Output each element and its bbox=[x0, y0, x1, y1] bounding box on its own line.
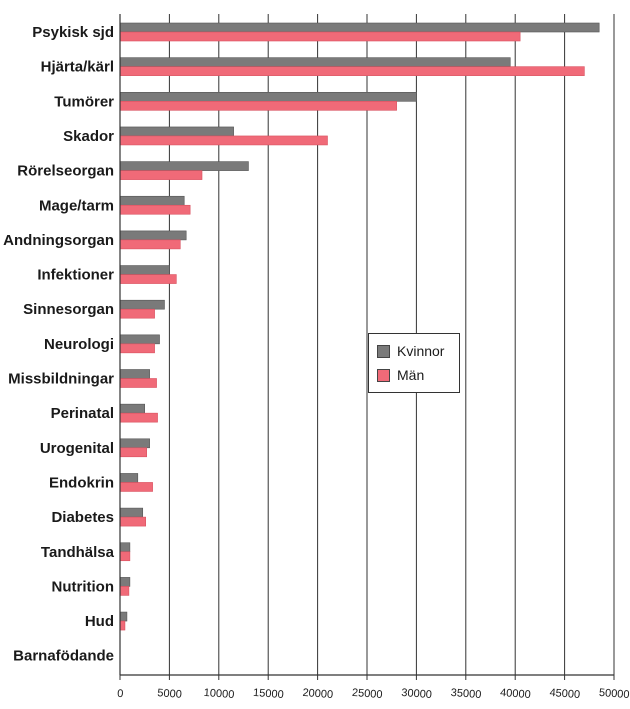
legend-item-man: Män bbox=[377, 367, 424, 383]
bar-kvinnor bbox=[119, 126, 234, 137]
category-label: Perinatal bbox=[51, 405, 114, 422]
x-tick-label-45000: 45000 bbox=[549, 687, 580, 701]
category-label: Hud bbox=[85, 613, 114, 630]
bar-man bbox=[119, 274, 177, 284]
bar-man bbox=[119, 412, 158, 423]
bar-kvinnor bbox=[119, 369, 150, 379]
bar-man bbox=[119, 204, 191, 215]
bar-man bbox=[119, 551, 131, 562]
bar-man bbox=[119, 343, 155, 354]
category-label: Neurologi bbox=[44, 336, 114, 353]
bar-man bbox=[119, 239, 181, 250]
category-label: Andningsorgan bbox=[3, 232, 114, 249]
category-label: Mage/tarm bbox=[39, 197, 114, 214]
bar-kvinnor bbox=[119, 334, 160, 345]
x-tick-label-40000: 40000 bbox=[500, 687, 531, 701]
bar-kvinnor bbox=[119, 577, 131, 587]
x-tick-label-10000: 10000 bbox=[203, 687, 234, 701]
bar-kvinnor bbox=[119, 611, 128, 622]
legend-swatch-kvinnor bbox=[377, 344, 390, 358]
x-tick-label-30000: 30000 bbox=[401, 687, 432, 701]
bar-man bbox=[119, 66, 585, 76]
category-label: Skador bbox=[63, 128, 114, 145]
category-label: Tumörer bbox=[54, 93, 114, 110]
bar-man bbox=[119, 308, 155, 319]
category-label: Sinnesorgan bbox=[23, 301, 114, 318]
bar-kvinnor bbox=[119, 542, 131, 553]
x-tick-label-15000: 15000 bbox=[253, 687, 284, 701]
bar-man bbox=[119, 31, 521, 42]
category-label: Infektioner bbox=[37, 267, 114, 284]
bar-kvinnor bbox=[119, 403, 146, 414]
bar-kvinnor bbox=[119, 299, 165, 310]
bar-man bbox=[119, 516, 146, 527]
bar-man bbox=[119, 101, 397, 111]
bar-man bbox=[119, 586, 130, 596]
x-tick-label-20000: 20000 bbox=[302, 687, 333, 701]
legend: Kvinnor Män bbox=[368, 333, 460, 393]
x-tick-label-25000: 25000 bbox=[352, 687, 383, 701]
category-label: Urogenital bbox=[40, 440, 114, 457]
category-label: Rörelseorgan bbox=[17, 163, 114, 180]
bar-layer bbox=[119, 22, 600, 631]
bar-kvinnor bbox=[119, 161, 249, 171]
bar-kvinnor bbox=[119, 195, 185, 206]
x-tick-label-50000: 50000 bbox=[599, 687, 630, 701]
x-tick-label-35000: 35000 bbox=[450, 687, 481, 701]
bar-kvinnor bbox=[119, 438, 150, 449]
category-label: Psykisk sjd bbox=[32, 24, 114, 41]
bar-kvinnor bbox=[119, 22, 600, 33]
x-tick-label-0: 0 bbox=[117, 688, 124, 700]
category-label: Hjärta/kärl bbox=[41, 59, 114, 76]
bar-man bbox=[119, 447, 147, 458]
bar-kvinnor bbox=[119, 265, 170, 275]
category-label: Tandhälsa bbox=[41, 544, 115, 561]
bar-kvinnor bbox=[119, 57, 511, 67]
legend-label-man: Män bbox=[397, 367, 425, 383]
bar-kvinnor bbox=[119, 230, 187, 241]
category-label: Barnafödande bbox=[13, 648, 114, 665]
label-layer: Psykisk sjd Hjärta/kärl Tumörer Skador Rörel… bbox=[3, 24, 114, 665]
bar-man bbox=[119, 378, 157, 388]
bar-kvinnor bbox=[119, 473, 139, 483]
x-tick-label-5000: 5000 bbox=[157, 687, 182, 701]
bar-man bbox=[119, 170, 203, 180]
bar-kvinnor bbox=[119, 92, 417, 102]
category-label: Missbildningar bbox=[8, 371, 114, 388]
category-label: Nutrition bbox=[52, 578, 114, 595]
category-label: Endokrin bbox=[49, 474, 114, 491]
legend-item-kvinnor: Kvinnor bbox=[377, 343, 444, 359]
legend-swatch-man bbox=[377, 368, 390, 382]
bar-man bbox=[119, 620, 126, 631]
bar-man bbox=[119, 135, 328, 146]
bar-kvinnor bbox=[119, 507, 144, 518]
axis-layer: 0 5000 10000 15000 20000 25000 30000 35000 40000… bbox=[117, 14, 630, 701]
bar-man bbox=[119, 482, 153, 492]
legend-label-kvinnor: Kvinnor bbox=[397, 343, 445, 359]
category-label: Diabetes bbox=[51, 509, 114, 526]
